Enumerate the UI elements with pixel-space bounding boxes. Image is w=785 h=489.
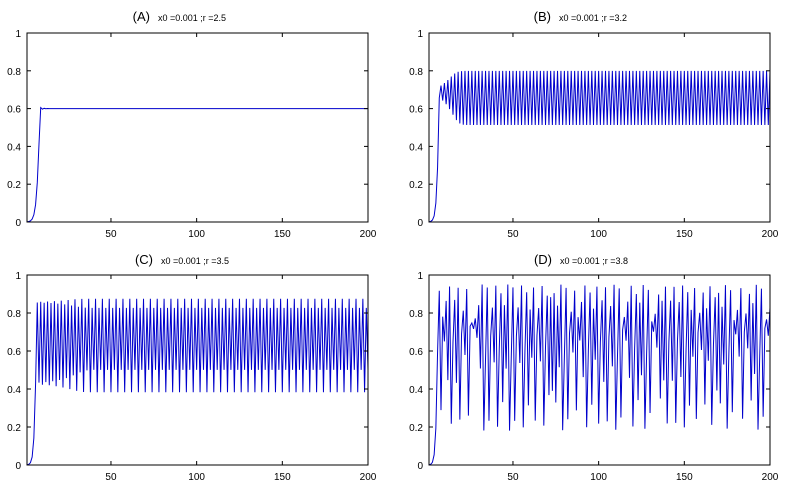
- y-tick-label: 0.6: [7, 347, 21, 358]
- panel-subtitle: x0 =0.001 ;r =3.5: [161, 256, 229, 266]
- panel-subtitle: x0 =0.001 ;r =3.2: [559, 13, 627, 23]
- x-tick-label: 50: [507, 472, 519, 483]
- x-tick-label: 200: [762, 229, 779, 240]
- y-tick-label: 0.4: [409, 142, 423, 153]
- panel-label: (C): [135, 252, 153, 267]
- y-tick-label: 0: [15, 218, 21, 229]
- y-tick-label: 0.8: [7, 67, 21, 78]
- y-tick-label: 0.2: [7, 423, 21, 434]
- panel-d: 50 100 150 200 0 0.2 0.4 0.6 0.8 1 (D) x0 =0.001 ;r…: [409, 252, 779, 483]
- axes-frame: [428, 274, 771, 466]
- axes-frame: [428, 32, 771, 223]
- y-tick-label: 0.8: [409, 67, 423, 78]
- y-tick-label: 1: [15, 271, 21, 282]
- x-tick-label: 100: [590, 472, 607, 483]
- y-tick-label: 0.8: [409, 309, 423, 320]
- panel-label: (B): [534, 9, 551, 24]
- panel-subtitle: x0 =0.001 ;r =3.8: [560, 256, 628, 266]
- y-tick-label: 0.2: [7, 180, 21, 191]
- x-tick-label: 100: [188, 472, 205, 483]
- series-line-a: [26, 106, 368, 223]
- y-tick-label: 0.6: [409, 105, 423, 116]
- x-tick-label: 150: [676, 229, 693, 240]
- y-tick-label: 0.2: [409, 180, 423, 191]
- y-tick-label: 1: [417, 271, 423, 282]
- y-tick-label: 0: [15, 461, 21, 472]
- x-tick-label: 50: [105, 229, 117, 240]
- x-tick-label: 200: [360, 472, 377, 483]
- x-tick-label: 150: [274, 472, 291, 483]
- panel-subtitle: x0 =0.001 ;r =2.5: [158, 13, 226, 23]
- x-tick-label: 50: [507, 229, 519, 240]
- y-tick-label: 0.2: [409, 423, 423, 434]
- y-tick-label: 0: [417, 218, 423, 229]
- y-tick-label: 0: [417, 461, 423, 472]
- x-tick-label: 150: [274, 229, 291, 240]
- panel-label: (A): [133, 9, 150, 24]
- panel-label: (D): [534, 252, 552, 267]
- axes-frame: [26, 274, 369, 466]
- series-line-b: [428, 70, 771, 223]
- y-tick-label: 0.8: [7, 309, 21, 320]
- x-tick-label: 150: [676, 472, 693, 483]
- axes-frame: [26, 32, 369, 223]
- y-tick-label: 0.4: [7, 385, 21, 396]
- y-tick-label: 0.4: [409, 385, 423, 396]
- panel-b: 50 100 150 200 0 0.2 0.4 0.6 0.8 1 (B) x0 =0.001 ;r…: [409, 9, 779, 240]
- y-tick-label: 0.4: [7, 142, 21, 153]
- x-tick-label: 200: [360, 229, 377, 240]
- panel-a: 50 100 150 200 0 0.2 0.4 0.6 0.8 1 (A) x0 =0.001 ;r…: [7, 9, 377, 240]
- panel-c: 50 100 150 200 0 0.2 0.4 0.6 0.8 1 (C) x0 =0.001 ;r…: [7, 252, 377, 483]
- y-tick-label: 0.6: [409, 347, 423, 358]
- series-line-d: [428, 284, 771, 466]
- series-line-c: [26, 298, 369, 466]
- x-tick-label: 200: [762, 472, 779, 483]
- x-tick-label: 100: [188, 229, 205, 240]
- y-tick-label: 1: [417, 29, 423, 40]
- x-tick-label: 50: [105, 472, 117, 483]
- x-tick-label: 100: [590, 229, 607, 240]
- y-tick-label: 0.6: [7, 105, 21, 116]
- y-tick-label: 1: [15, 29, 21, 40]
